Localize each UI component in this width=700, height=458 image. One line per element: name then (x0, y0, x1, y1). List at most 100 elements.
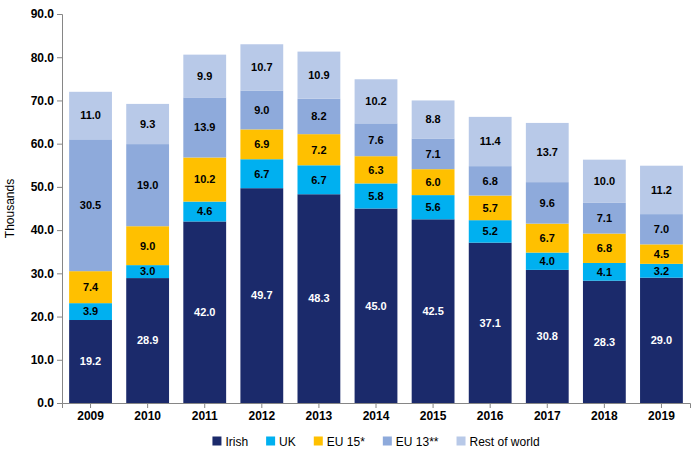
data-label: 4.0 (540, 255, 555, 267)
bar-segment (640, 264, 683, 278)
bar-segment (183, 202, 226, 222)
y-axis: 0.010.020.030.040.050.060.070.080.090.0 (31, 7, 63, 410)
x-axis-line (63, 404, 691, 409)
legend-label: Irish (225, 435, 248, 449)
y-tick-mark (57, 230, 62, 231)
plot: 0.010.020.030.040.050.060.070.080.090.0T… (3, 7, 691, 422)
bar-segment (240, 159, 283, 188)
bar-segment (526, 270, 569, 403)
y-tick-label: 20.0 (31, 310, 55, 324)
data-label: 5.7 (483, 202, 498, 214)
data-label: 13.7 (537, 146, 558, 158)
y-tick-mark (57, 273, 62, 274)
data-label: 6.9 (254, 138, 269, 150)
bar-segment (355, 79, 398, 123)
x-tick: 2014 (363, 403, 390, 423)
y-tick: 70.0 (31, 94, 62, 108)
x-tick-label: 2014 (363, 409, 390, 423)
bar-segment (640, 214, 683, 244)
data-label: 9.3 (140, 118, 155, 130)
legend-label: UK (279, 435, 296, 449)
data-label: 3.9 (83, 305, 98, 317)
bar-segment (126, 226, 169, 265)
data-label: 9.9 (197, 70, 212, 82)
data-label: 4.6 (197, 205, 212, 217)
x-tick-mark (604, 403, 605, 408)
x-tick: 2019 (648, 403, 675, 423)
y-tick: 90.0 (31, 7, 62, 21)
bar-segment (298, 165, 341, 194)
bar-segment (183, 221, 226, 403)
bar-segment (126, 278, 169, 403)
data-label: 5.8 (368, 190, 383, 202)
bar-segment (412, 138, 455, 169)
bar-segment (183, 97, 226, 157)
bar-segment (583, 160, 626, 203)
y-tick-label: 40.0 (31, 223, 55, 237)
data-label: 30.5 (80, 199, 101, 211)
data-label: 7.4 (83, 281, 99, 293)
x-tick-label: 2011 (192, 409, 218, 423)
bar-segment (469, 243, 512, 403)
x-tick: 2015 (420, 403, 447, 423)
x-tick-label: 2016 (477, 409, 504, 423)
data-label: 6.7 (540, 232, 555, 244)
data-label: 6.3 (368, 164, 383, 176)
data-label: 45.0 (365, 300, 386, 312)
y-tick-mark (57, 144, 62, 145)
data-label: 9.0 (140, 240, 155, 252)
x-tick: 2018 (591, 403, 618, 423)
bar-segment (298, 134, 341, 165)
y-tick-mark (57, 187, 62, 188)
legend-label: EU 13** (396, 435, 439, 449)
x-tick: 2012 (248, 403, 275, 423)
bar-segment (469, 117, 512, 166)
bar-segment (126, 104, 169, 144)
x-tick-mark (490, 403, 491, 408)
x-tick-mark (547, 403, 548, 408)
legend-item: Rest of world (457, 435, 540, 449)
bar-segment (240, 91, 283, 130)
data-label: 11.4 (480, 135, 502, 147)
data-label: 37.1 (479, 317, 500, 329)
y-axis-line (57, 15, 63, 404)
y-tick: 20.0 (31, 310, 62, 324)
x-tick-label: 2009 (77, 409, 104, 423)
x-tick-mark (90, 403, 91, 408)
legend-item: EU 13** (383, 435, 439, 449)
data-label: 42.5 (422, 305, 443, 317)
y-tick: 60.0 (31, 137, 62, 151)
data-label: 29.0 (651, 334, 672, 346)
y-tick: 30.0 (31, 267, 62, 281)
y-tick: 0.0 (37, 396, 62, 410)
data-label: 11.0 (80, 109, 101, 121)
data-label: 28.9 (137, 334, 158, 346)
x-axis: 2009201020112012201320142015201620172018… (63, 403, 691, 423)
data-label: 6.8 (483, 175, 498, 187)
x-tick-mark (433, 403, 434, 408)
data-label: 3.0 (140, 265, 155, 277)
y-tick: 10.0 (31, 353, 62, 367)
data-label: 6.0 (425, 176, 440, 188)
y-tick-label: 30.0 (31, 267, 55, 281)
bar-segment (69, 271, 112, 303)
legend-swatch (314, 437, 323, 446)
y-tick-label: 80.0 (31, 51, 55, 65)
y-tick-mark (57, 317, 62, 318)
x-tick: 2016 (477, 403, 504, 423)
data-label: 6.7 (254, 168, 269, 180)
bar-segment (583, 281, 626, 403)
bar-segment (583, 203, 626, 234)
data-label: 30.8 (537, 330, 558, 342)
data-label: 19.0 (137, 179, 158, 191)
x-tick-label: 2018 (591, 409, 618, 423)
bar-segment (298, 194, 341, 403)
data-label: 8.2 (311, 110, 326, 122)
data-label: 7.1 (425, 148, 440, 160)
bar-segment (526, 182, 569, 223)
y-tick-mark (57, 14, 62, 15)
y-tick: 80.0 (31, 51, 62, 65)
data-label: 4.1 (597, 266, 612, 278)
data-label: 9.6 (540, 197, 555, 209)
data-label: 19.2 (80, 355, 101, 367)
